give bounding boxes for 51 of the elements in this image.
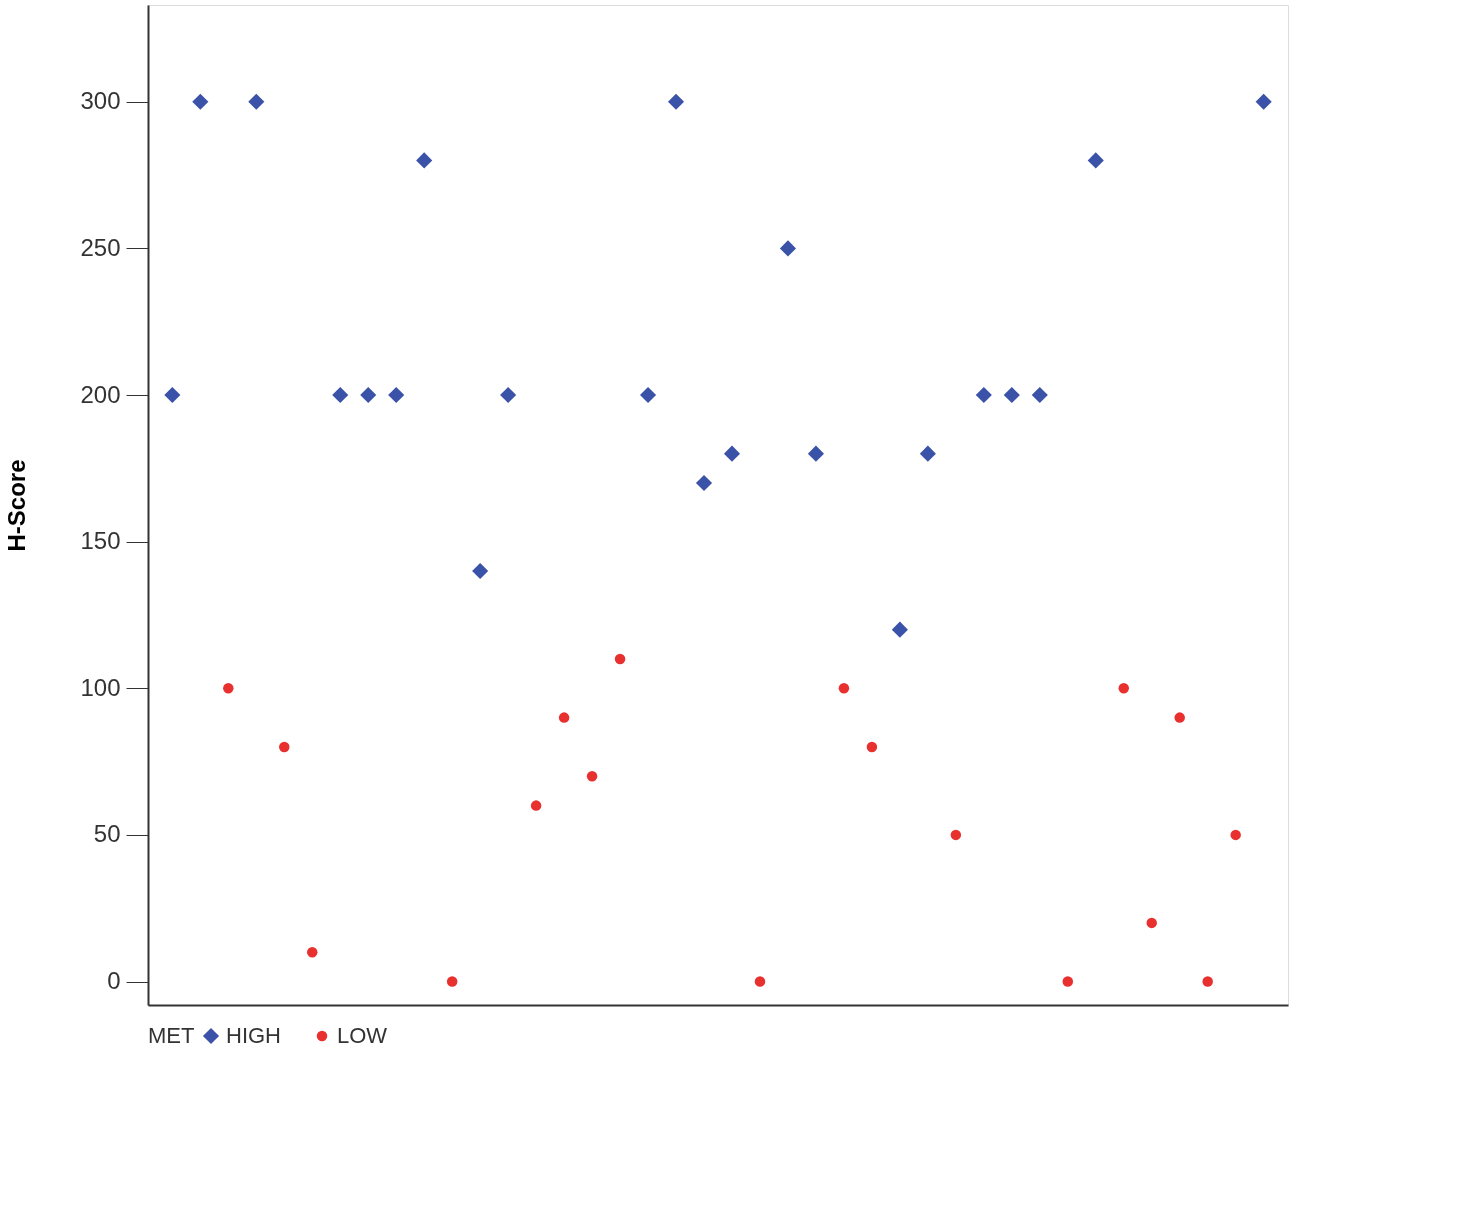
point [500,386,517,404]
point [472,562,489,580]
y-tick-label: 300 [80,87,121,115]
point [614,653,626,665]
point [1174,712,1185,723]
point [586,771,598,782]
point [1118,683,1129,694]
point [919,445,936,462]
point [558,712,570,723]
legend-label: LOW [337,1023,388,1048]
point [723,445,741,462]
point [1003,386,1020,404]
y-tick-label: 250 [80,233,121,261]
point [416,152,433,169]
point [332,386,349,404]
point [779,240,797,257]
point [388,386,405,404]
y-tick-label: 50 [93,820,121,848]
point [1146,917,1157,929]
y-tick-label: 0 [107,967,121,995]
point [639,386,657,404]
point [695,474,713,492]
point [975,386,992,404]
point [1087,152,1104,169]
point [1230,829,1241,841]
point [307,946,318,958]
point [1255,93,1272,110]
point [950,829,962,841]
y-tick-label: 150 [80,527,121,555]
point [360,386,377,404]
point [530,800,542,811]
point [891,621,908,638]
point [1202,976,1213,987]
point [807,445,824,462]
point [1031,386,1048,404]
point [838,683,850,694]
point [164,386,181,404]
point [667,93,685,110]
point [192,93,209,110]
legend-title: MET [148,1023,195,1048]
y-tick-label: 100 [80,673,121,701]
point [223,683,234,694]
legend-label: HIGH [226,1023,281,1048]
point [754,976,766,987]
y-tick-label: 200 [80,380,121,408]
point [866,741,878,753]
point [279,741,290,753]
point [1062,976,1074,987]
y-axis-title: H-Score [3,459,31,552]
point [446,976,458,987]
point [248,93,265,110]
